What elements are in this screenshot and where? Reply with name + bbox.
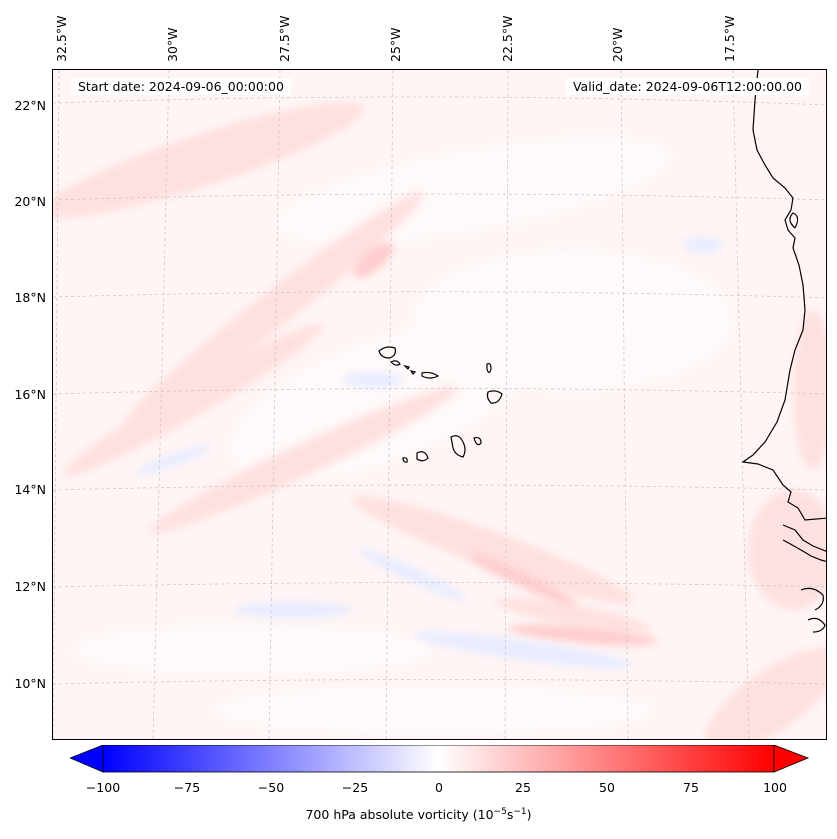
colorbar-tick: 100 [763,780,787,795]
coastline [741,70,826,633]
colorbar-tick: 75 [683,780,699,795]
colorbar [70,745,810,773]
valid-date-label: Valid_date: 2024-09-06T12:00:00.00 [565,78,809,95]
colorbar-tick: 25 [515,780,531,795]
colorbar-tick: −25 [341,780,369,795]
lat-label-18n: 18°N [14,290,46,305]
lat-label-10n: 10°N [14,676,46,691]
colorbar-tick: −50 [257,780,285,795]
lon-label-17-5w: 17.5°W [722,15,737,62]
vorticity-field [53,70,826,739]
colorbar-tick: −75 [173,780,201,795]
lat-label-12n: 12°N [14,579,46,594]
lon-label-22-5w: 22.5°W [500,15,515,62]
colorbar-tick: −100 [85,780,121,795]
colorbar-tick: 50 [599,780,615,795]
start-date-label: Start date: 2024-09-06_00:00:00 [71,78,291,95]
lon-label-27-5w: 27.5°W [277,15,292,62]
lat-label-20n: 20°N [14,194,46,209]
cape-verde-islands [378,346,503,463]
lat-label-14n: 14°N [14,482,46,497]
colorbar-tick: 0 [435,780,443,795]
lon-label-32-5w: 32.5°W [54,15,69,62]
lon-label-20w: 20°W [610,27,625,62]
colorbar-label: 700 hPa absolute vorticity (10−5s−1) [305,807,532,823]
colorbar-extend-max [773,745,810,773]
map-panel [52,69,827,740]
graticule [53,70,826,739]
lon-label-30w: 30°W [165,27,180,62]
colorbar-extend-min [70,745,104,773]
colorbar-body [102,745,775,773]
lon-label-25w: 25°W [388,27,403,62]
lat-label-22n: 22°N [14,98,46,113]
lat-label-16n: 16°N [14,387,46,402]
